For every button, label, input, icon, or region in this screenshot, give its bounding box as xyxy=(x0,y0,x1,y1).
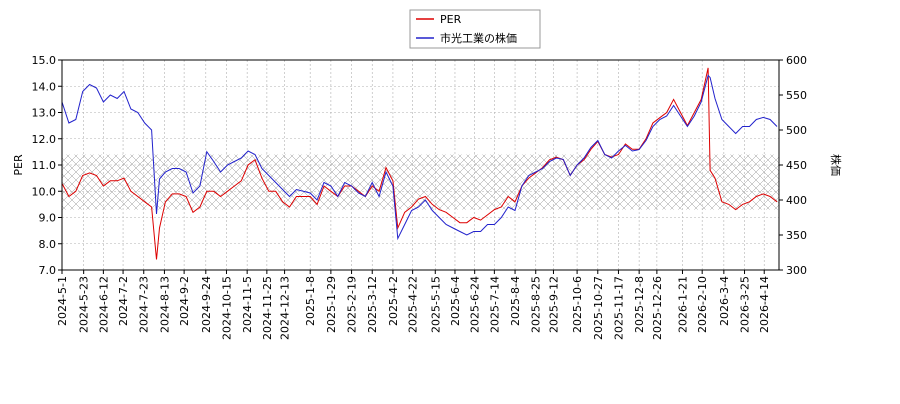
x-tick-label: 2024-10-15 xyxy=(220,276,233,340)
x-tick-label: 2024-8-13 xyxy=(158,276,171,333)
y2-tick-label: 450 xyxy=(786,159,807,172)
legend-label: 市光工業の株価 xyxy=(440,31,517,45)
y-tick-label: 8.0 xyxy=(39,238,57,251)
y2-tick-label: 300 xyxy=(786,264,807,277)
series-line xyxy=(61,67,778,260)
y-tick-label: 10.0 xyxy=(32,185,57,198)
plot-frame xyxy=(61,59,780,271)
y2-tick-label: 600 xyxy=(786,54,807,67)
y-tick-label: 9.0 xyxy=(39,212,57,225)
legend-label: PER xyxy=(440,13,462,26)
y-tick-label: 13.0 xyxy=(32,107,57,120)
x-tick-label: 2024-9-24 xyxy=(200,276,213,333)
x-tick-label: 2024-11-25 xyxy=(261,276,274,340)
x-tick-label: 2026-1-21 xyxy=(676,276,689,333)
x-tick-label: 2025-2-19 xyxy=(346,276,359,333)
y-tick-label: 15.0 xyxy=(32,54,57,67)
x-tick-label: 2024-11-5 xyxy=(241,276,254,333)
y-axis-label: PER xyxy=(12,154,25,176)
x-tick-label: 2025-4-22 xyxy=(407,276,420,333)
x-tick-label: 2025-10-27 xyxy=(592,276,605,340)
x-tick-label: 2025-9-12 xyxy=(547,276,560,333)
x-tick-label: 2024-7-2 xyxy=(117,276,130,326)
y2-tick-label: 400 xyxy=(786,194,807,207)
y-tick-label: 12.0 xyxy=(32,133,57,146)
x-tick-label: 2025-11-17 xyxy=(612,276,625,340)
x-tick-label: 2025-12-26 xyxy=(651,276,664,340)
x-tick-label: 2025-12-8 xyxy=(633,276,646,333)
x-tick-label: 2025-10-6 xyxy=(571,276,584,333)
y-tick-label: 14.0 xyxy=(32,80,57,93)
x-tick-label: 2024-12-13 xyxy=(279,276,292,340)
x-tick-label: 2025-8-4 xyxy=(509,276,522,326)
y2-axis-label: 株価 xyxy=(829,154,843,176)
x-tick-label: 2025-1-29 xyxy=(325,276,338,333)
x-tick-label: 2026-3-4 xyxy=(718,276,731,326)
y2-tick-label: 500 xyxy=(786,124,807,137)
legend-box xyxy=(409,9,541,49)
x-tick-label: 2025-8-25 xyxy=(530,276,543,333)
x-tick-label: 2024-6-12 xyxy=(97,276,110,333)
series-line xyxy=(61,74,778,241)
x-tick-label: 2025-7-14 xyxy=(488,276,501,333)
x-tick-label: 2024-7-23 xyxy=(138,276,151,333)
x-tick-label: 2026-3-25 xyxy=(739,276,752,333)
x-tick-label: 2025-6-4 xyxy=(449,276,462,326)
y-tick-label: 7.0 xyxy=(39,264,57,277)
x-tick-label: 2025-5-15 xyxy=(429,276,442,333)
x-tick-label: 2026-2-10 xyxy=(696,276,709,333)
x-tick-label: 2024-5-1 xyxy=(56,276,69,326)
x-tick-label: 2025-4-2 xyxy=(387,276,400,326)
shaded-range xyxy=(62,154,779,210)
x-tick-label: 2024-9-2 xyxy=(178,276,191,326)
x-tick-label: 2026-4-14 xyxy=(758,276,771,333)
legend: PER 市光工業の株価 xyxy=(409,9,541,49)
x-tick-label: 2025-6-24 xyxy=(469,276,482,333)
y2-tick-label: 350 xyxy=(786,229,807,242)
y-tick-label: 11.0 xyxy=(32,159,57,172)
y2-tick-label: 550 xyxy=(786,89,807,102)
x-tick-label: 2025-1-8 xyxy=(304,276,317,326)
x-tick-label: 2025-3-12 xyxy=(366,276,379,333)
x-tick-label: 2024-5-23 xyxy=(78,276,91,333)
